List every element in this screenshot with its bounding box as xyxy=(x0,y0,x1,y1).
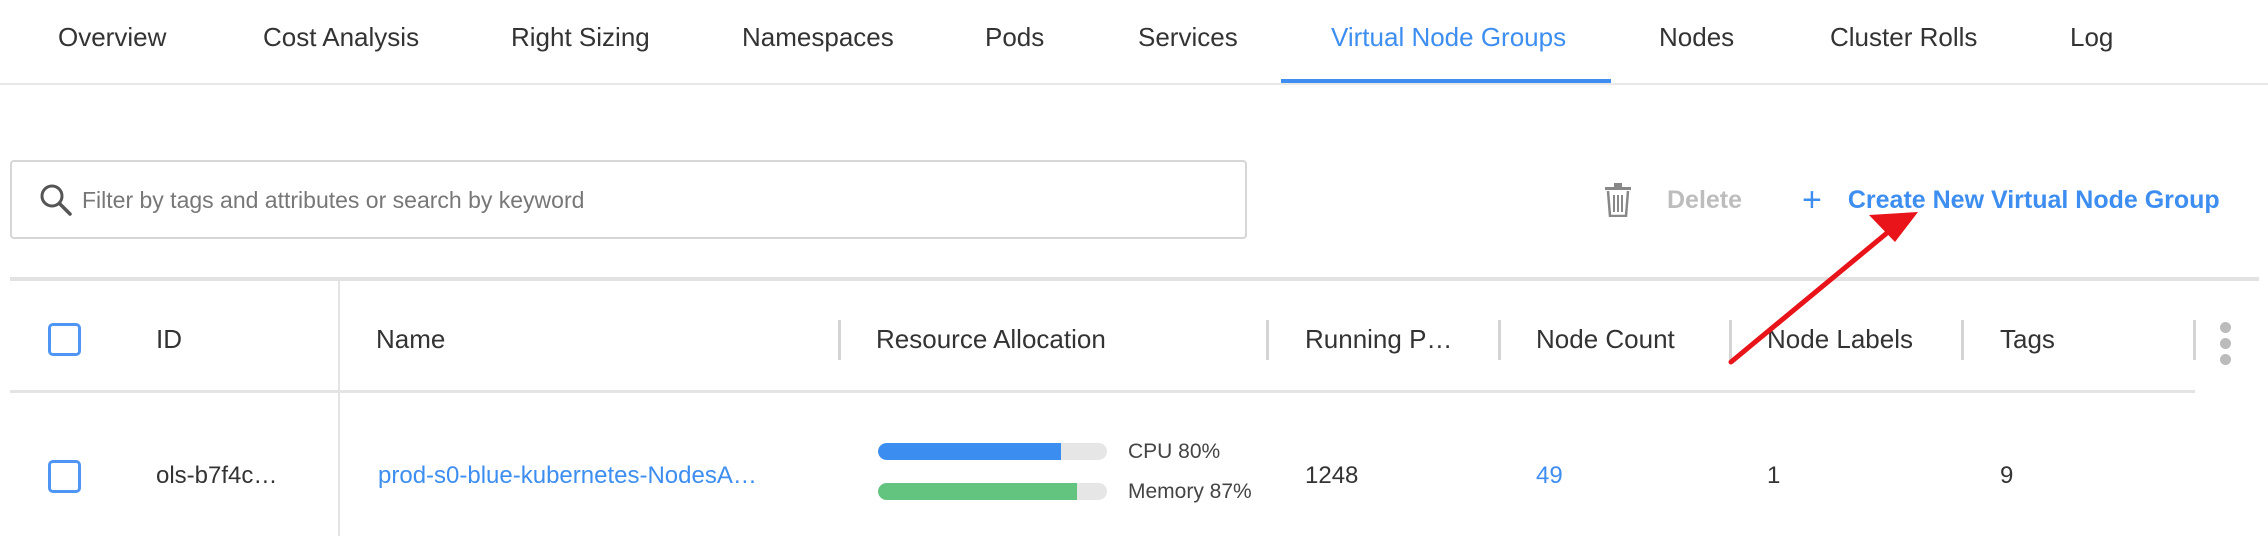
search-icon xyxy=(40,184,72,216)
plus-icon: + xyxy=(1802,181,1822,219)
column-header-name[interactable]: Name xyxy=(376,324,446,354)
column-header-running-pods[interactable]: Running P… xyxy=(1305,324,1453,354)
row-running-pods: 1248 xyxy=(1305,462,1359,489)
delete-button[interactable]: Delete xyxy=(1604,183,1742,217)
tab-virtual-node-groups[interactable]: Virtual Node Groups xyxy=(1331,22,1567,52)
search-input[interactable] xyxy=(82,180,1222,220)
tab-cluster-rolls[interactable]: Cluster Rolls xyxy=(1830,22,1978,52)
cpu-usage-label: CPU 80% xyxy=(1128,440,1221,463)
delete-label: Delete xyxy=(1667,185,1743,214)
tab-namespaces[interactable]: Namespaces xyxy=(742,22,894,52)
column-header-resource-allocation[interactable]: Resource Allocation xyxy=(876,324,1106,354)
column-header-id[interactable]: ID xyxy=(156,324,182,354)
column-resize-handle[interactable] xyxy=(2193,320,2196,360)
tab-log[interactable]: Log xyxy=(2070,22,2114,52)
tab-overview[interactable]: Overview xyxy=(58,22,167,52)
row-node-labels: 1 xyxy=(1767,462,1781,489)
column-header-node-labels[interactable]: Node Labels xyxy=(1767,324,1913,354)
select-all-checkbox[interactable] xyxy=(48,323,81,356)
trash-icon xyxy=(1605,183,1631,217)
column-resize-handle[interactable] xyxy=(838,320,841,360)
active-tab-indicator xyxy=(1281,79,1611,83)
row-node-count-link[interactable]: 49 xyxy=(1536,462,1563,489)
tab-cost-analysis[interactable]: Cost Analysis xyxy=(263,22,420,52)
column-resize-handle[interactable] xyxy=(1729,320,1732,360)
search-box[interactable] xyxy=(10,160,1247,239)
table-top-border xyxy=(10,277,2259,281)
row-id: ols-b7f4c… xyxy=(156,462,278,489)
memory-usage-fill xyxy=(878,483,1078,500)
memory-usage-bar xyxy=(878,483,1107,500)
row-name-link[interactable]: prod-s0-blue-kubernetes-NodesA… xyxy=(378,462,757,489)
column-resize-handle[interactable] xyxy=(1266,320,1269,360)
tab-services[interactable]: Services xyxy=(1138,22,1238,52)
cpu-usage-bar xyxy=(878,443,1107,460)
column-header-tags[interactable]: Tags xyxy=(2000,324,2055,354)
row-tags: 9 xyxy=(2000,462,2014,489)
column-resize-handle[interactable] xyxy=(1498,320,1501,360)
tab-right-sizing[interactable]: Right Sizing xyxy=(511,22,650,52)
tab-bar-divider xyxy=(0,83,2268,85)
tab-nodes[interactable]: Nodes xyxy=(1659,22,1735,52)
memory-usage-label: Memory 87% xyxy=(1128,480,1252,503)
row-checkbox[interactable] xyxy=(48,460,81,493)
tab-pods[interactable]: Pods xyxy=(985,22,1045,52)
column-divider xyxy=(338,281,340,536)
create-label: Create New Virtual Node Group xyxy=(1847,185,2220,214)
create-virtual-node-group-button[interactable]: + Create New Virtual Node Group xyxy=(1802,183,2220,217)
cpu-usage-fill xyxy=(878,443,1062,460)
column-resize-handle[interactable] xyxy=(1961,320,1964,360)
column-header-node-count[interactable]: Node Count xyxy=(1536,324,1675,354)
header-bottom-border xyxy=(10,390,2195,393)
column-options-kebab-icon[interactable] xyxy=(2220,322,2232,365)
